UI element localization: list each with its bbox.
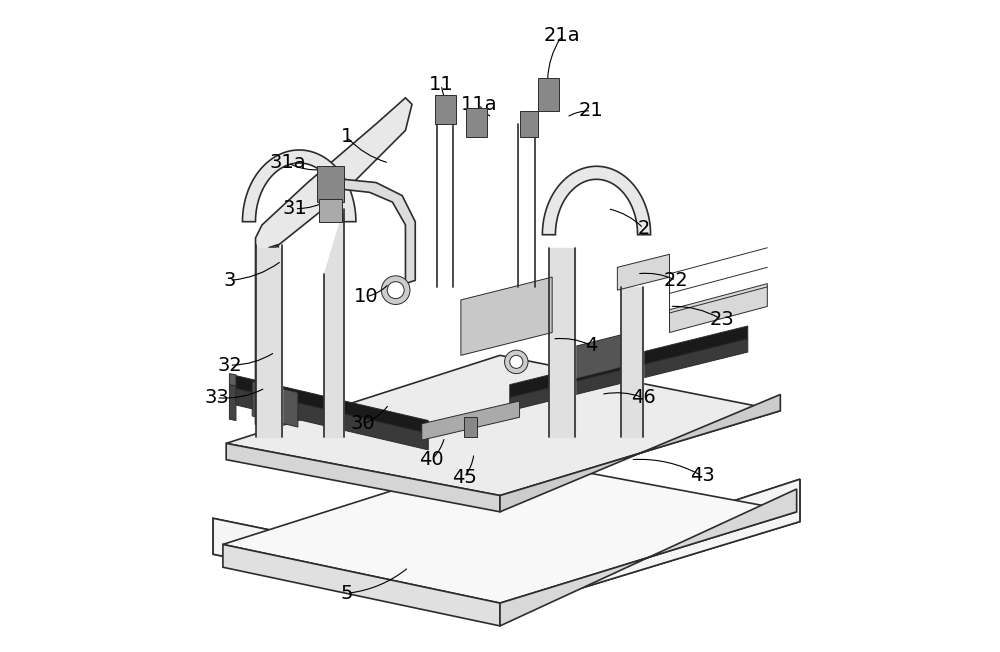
Text: 22: 22 — [664, 271, 688, 290]
Text: 23: 23 — [709, 310, 734, 329]
Text: 1: 1 — [341, 127, 353, 147]
Polygon shape — [510, 339, 748, 411]
Text: 31a: 31a — [270, 153, 306, 173]
Circle shape — [381, 276, 410, 304]
Polygon shape — [242, 150, 356, 222]
Circle shape — [510, 355, 523, 368]
Polygon shape — [565, 333, 630, 381]
Text: 11: 11 — [429, 75, 454, 95]
Bar — [538, 78, 559, 111]
Circle shape — [387, 282, 404, 299]
Polygon shape — [226, 355, 780, 496]
Polygon shape — [617, 254, 767, 333]
Text: 46: 46 — [631, 388, 656, 408]
Polygon shape — [233, 388, 428, 450]
Text: 2: 2 — [637, 218, 650, 238]
Text: 5: 5 — [341, 584, 353, 603]
Bar — [319, 199, 342, 222]
Text: 11a: 11a — [461, 95, 497, 114]
Text: 21: 21 — [579, 101, 604, 121]
Polygon shape — [252, 381, 298, 427]
Polygon shape — [256, 98, 412, 424]
Text: 30: 30 — [351, 414, 375, 434]
Polygon shape — [229, 385, 236, 421]
Polygon shape — [233, 375, 428, 434]
Text: 10: 10 — [354, 287, 379, 306]
Text: 21a: 21a — [544, 26, 580, 46]
Polygon shape — [500, 394, 780, 512]
Text: 33: 33 — [204, 388, 229, 408]
Bar — [464, 417, 477, 437]
Text: 40: 40 — [419, 450, 444, 469]
Polygon shape — [213, 479, 800, 613]
Text: 3: 3 — [223, 271, 236, 290]
Bar — [317, 166, 344, 202]
Polygon shape — [223, 456, 797, 603]
Bar — [520, 111, 538, 137]
Polygon shape — [223, 544, 500, 626]
Bar — [435, 95, 456, 124]
Polygon shape — [500, 489, 797, 626]
Polygon shape — [461, 277, 552, 355]
Bar — [466, 108, 487, 137]
Text: 31: 31 — [282, 199, 307, 218]
Polygon shape — [542, 166, 651, 235]
Text: 43: 43 — [690, 466, 714, 486]
Polygon shape — [213, 479, 800, 613]
Polygon shape — [327, 179, 415, 284]
Polygon shape — [229, 374, 236, 386]
Text: 4: 4 — [585, 336, 597, 355]
Polygon shape — [226, 443, 500, 512]
Polygon shape — [510, 326, 748, 398]
Circle shape — [505, 350, 528, 374]
Text: 32: 32 — [217, 355, 242, 375]
Polygon shape — [422, 401, 520, 440]
Text: 45: 45 — [452, 467, 477, 487]
